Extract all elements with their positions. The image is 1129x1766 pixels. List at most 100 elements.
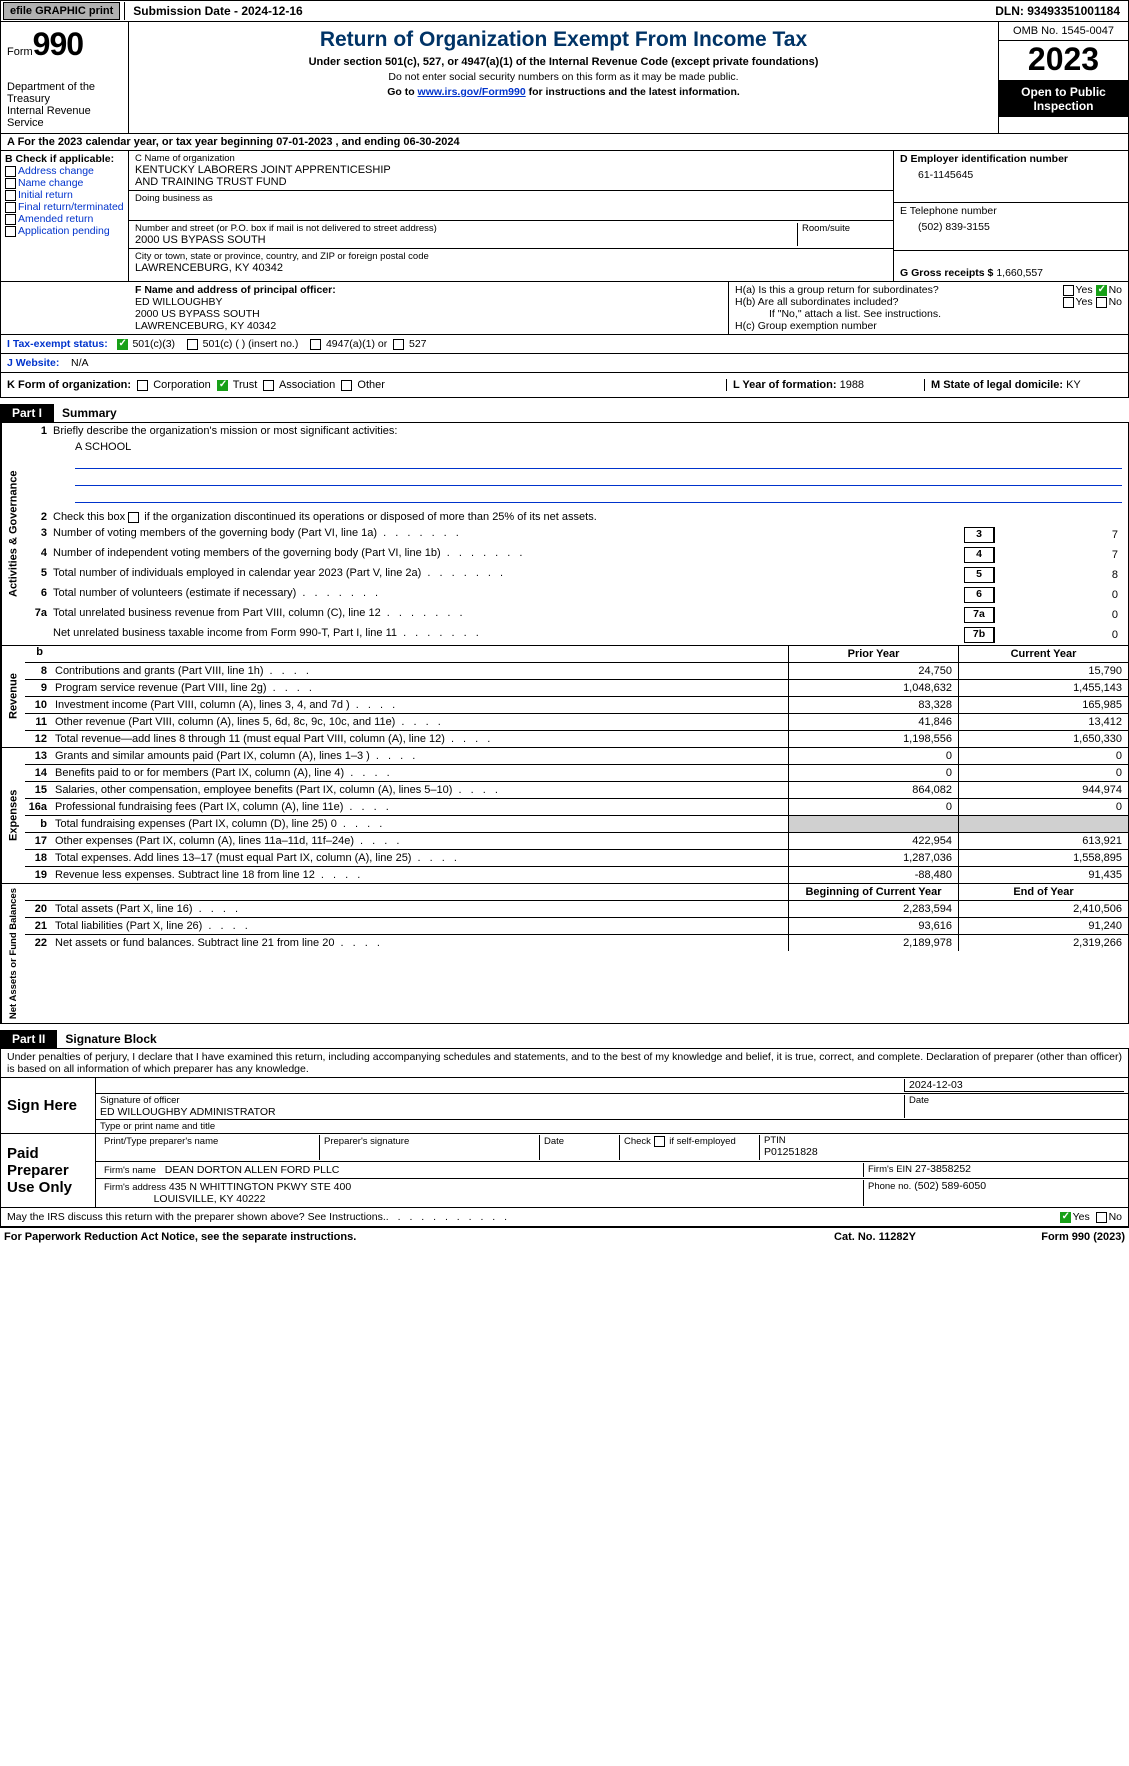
addr-cell: Number and street (or P.O. box if mail i…	[129, 221, 893, 249]
section-h: H(a) Is this a group return for subordin…	[728, 282, 1128, 334]
table-row: 9Program service revenue (Part VIII, lin…	[25, 680, 1128, 697]
chk-ha-no[interactable]	[1096, 285, 1107, 296]
group-governance: Activities & Governance 1Briefly describ…	[1, 423, 1128, 646]
form-ref: Form 990 (2023)	[975, 1231, 1125, 1243]
chk-corp[interactable]	[137, 380, 148, 391]
table-row: 10Investment income (Part VIII, column (…	[25, 697, 1128, 714]
room-suite-lbl: Room/suite	[802, 223, 887, 234]
tax-year: 2023	[999, 41, 1128, 81]
header-right: OMB No. 1545-0047 2023 Open to Public In…	[998, 22, 1128, 133]
table-row: 15Salaries, other compensation, employee…	[25, 782, 1128, 799]
sig-date: 2024-12-03	[904, 1079, 1124, 1092]
goto-note: Go to www.irs.gov/Form990 for instructio…	[137, 86, 990, 98]
ssn-note: Do not enter social security numbers on …	[137, 71, 990, 83]
form-number: 990	[33, 26, 83, 62]
firm-addr2: LOUISVILLE, KY 40222	[154, 1193, 266, 1205]
part1-title: Summary	[54, 406, 117, 420]
officer-addr2: LAWRENCEBURG, KY 40342	[135, 320, 722, 332]
chk-app-pending[interactable]	[5, 226, 16, 237]
firm-name: DEAN DORTON ALLEN FORD PLLC	[165, 1164, 340, 1176]
form-subtitle: Under section 501(c), 527, or 4947(a)(1)…	[137, 56, 990, 68]
sign-here-row: Sign Here 2024-12-03 Signature of office…	[1, 1078, 1128, 1134]
chk-assoc[interactable]	[263, 380, 274, 391]
officer-addr1: 2000 US BYPASS SOUTH	[135, 308, 722, 320]
chk-hb-yes[interactable]	[1063, 297, 1074, 308]
dln: DLN: 93493351001184	[987, 2, 1128, 20]
line-2: Check this box if the organization disco…	[53, 511, 1124, 523]
chk-name-change[interactable]	[5, 178, 16, 189]
row-i: I Tax-exempt status: 501(c)(3) 501(c) ( …	[0, 334, 1129, 353]
table-row: 8Contributions and grants (Part VIII, li…	[25, 663, 1128, 680]
dept-treasury: Department of the Treasury	[7, 81, 122, 105]
efile-button[interactable]: efile GRAPHIC print	[3, 2, 120, 20]
paid-preparer-label: Paid Preparer Use Only	[1, 1134, 96, 1207]
officer-signature: ED WILLOUGHBY ADMINISTRATOR	[100, 1106, 904, 1118]
row-k: K Form of organization: Corporation Trus…	[0, 372, 1129, 398]
org-name-cell: C Name of organization KENTUCKY LABORERS…	[129, 151, 893, 191]
org-address: 2000 US BYPASS SOUTH	[135, 234, 797, 246]
irs-label: Internal Revenue Service	[7, 105, 122, 129]
table-row: 7aTotal unrelated business revenue from …	[25, 605, 1128, 625]
form-prefix: Form	[7, 46, 33, 58]
chk-ha-yes[interactable]	[1063, 285, 1074, 296]
paid-preparer-row: Paid Preparer Use Only Print/Type prepar…	[1, 1134, 1128, 1208]
chk-501c[interactable]	[187, 339, 198, 350]
hb-note: If "No," attach a list. See instructions…	[735, 308, 1122, 320]
chk-final-return[interactable]	[5, 202, 16, 213]
table-row: 4Number of independent voting members of…	[25, 545, 1128, 565]
form-header: Form990 Department of the Treasury Inter…	[0, 22, 1129, 134]
chk-amended[interactable]	[5, 214, 16, 225]
vtab-net-assets: Net Assets or Fund Balances	[1, 884, 25, 1023]
year-formation: 1988	[840, 379, 864, 391]
table-row: 3Number of voting members of the governi…	[25, 525, 1128, 545]
section-bcde: B Check if applicable: Address change Na…	[0, 151, 1129, 281]
table-row: 17Other expenses (Part IX, column (A), l…	[25, 833, 1128, 850]
chk-address-change[interactable]	[5, 166, 16, 177]
part1-header: Part I Summary	[0, 404, 1129, 423]
website-value: N/A	[71, 357, 89, 369]
row-j: J Website: N/A	[0, 353, 1129, 372]
line-1: Briefly describe the organization's miss…	[53, 425, 1124, 437]
chk-initial-return[interactable]	[5, 190, 16, 201]
mission-rule	[75, 489, 1122, 503]
table-row: 20Total assets (Part X, line 16) . . . .…	[25, 901, 1128, 918]
table-row: 13Grants and similar amounts paid (Part …	[25, 748, 1128, 765]
b-header: B Check if applicable:	[5, 153, 124, 165]
table-row: 18Total expenses. Add lines 13–17 (must …	[25, 850, 1128, 867]
chk-hb-no[interactable]	[1096, 297, 1107, 308]
chk-discuss-no[interactable]	[1096, 1212, 1107, 1223]
part1-tag: Part I	[0, 404, 54, 422]
dba-cell: Doing business as	[129, 191, 893, 221]
mission-rule	[75, 472, 1122, 486]
chk-501c3[interactable]	[117, 339, 128, 350]
phone-cell: E Telephone number (502) 839-3155	[894, 203, 1128, 251]
row-f-h: F Name and address of principal officer:…	[0, 281, 1129, 334]
group-revenue: Revenue b Prior Year Current Year 8Contr…	[1, 646, 1128, 748]
state-domicile: KY	[1066, 379, 1081, 391]
header-mid: Return of Organization Exempt From Incom…	[129, 22, 998, 133]
chk-other[interactable]	[341, 380, 352, 391]
header-left: Form990 Department of the Treasury Inter…	[1, 22, 129, 133]
table-row: 16aProfessional fundraising fees (Part I…	[25, 799, 1128, 816]
signature-block: Under penalties of perjury, I declare th…	[0, 1049, 1129, 1227]
summary-table: Activities & Governance 1Briefly describ…	[0, 423, 1129, 1024]
chk-527[interactable]	[393, 339, 404, 350]
table-row: 11Other revenue (Part VIII, column (A), …	[25, 714, 1128, 731]
chk-self-employed[interactable]	[654, 1136, 665, 1147]
principal-officer: F Name and address of principal officer:…	[1, 282, 728, 334]
chk-trust[interactable]	[217, 380, 228, 391]
open-public: Open to Public Inspection	[999, 81, 1128, 117]
pra-notice: For Paperwork Reduction Act Notice, see …	[4, 1231, 775, 1243]
chk-discontinued[interactable]	[128, 512, 139, 523]
col-begin-year: Beginning of Current Year	[788, 884, 958, 900]
org-name-1: KENTUCKY LABORERS JOINT APPRENTICESHIP	[135, 164, 887, 176]
table-row: 6Total number of volunteers (estimate if…	[25, 585, 1128, 605]
chk-4947[interactable]	[310, 339, 321, 350]
row-a-tax-year: A For the 2023 calendar year, or tax yea…	[0, 134, 1129, 151]
gross-receipts-cell: G Gross receipts $ 1,660,557	[894, 251, 1128, 281]
phone-value: (502) 839-3155	[900, 217, 1122, 233]
chk-discuss-yes[interactable]	[1060, 1212, 1071, 1223]
mission-rule	[75, 455, 1122, 469]
vtab-expenses: Expenses	[1, 748, 25, 883]
irs-link[interactable]: www.irs.gov/Form990	[418, 86, 526, 98]
